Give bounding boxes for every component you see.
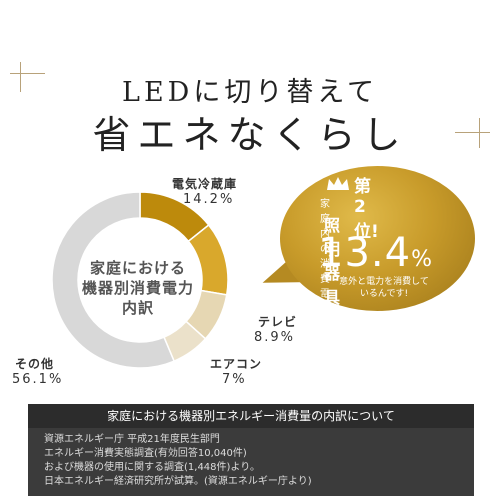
title-line-1: LEDに切り替えて <box>122 77 378 108</box>
source-line-1: 資源エネルギー庁 平成21年度民生部門 <box>44 434 220 445</box>
center-label-line-1: 家庭における <box>89 259 186 277</box>
badge-subtitle: 家庭内の消費電力 <box>320 199 330 315</box>
value-tv: 8.9% <box>254 330 296 345</box>
label-tv: テレビ <box>258 315 298 329</box>
badge-percent-unit: % <box>411 247 433 272</box>
frame-line-top-left-v <box>20 62 21 92</box>
frame-line-top-left <box>10 73 45 74</box>
source-line-2: エネルギー消費実態調査(有効回答10,040件) <box>44 448 247 459</box>
value-fridge: 14.2% <box>183 192 235 207</box>
source-panel: 家庭における機器別エネルギー消費量の内訳について 資源エネルギー庁 平成21年度… <box>28 404 474 496</box>
source-text: 資源エネルギー庁 平成21年度民生部門 エネルギー消費実態調査(有効回答10,0… <box>44 433 312 489</box>
badge-percent-value: 13.4 <box>318 230 412 276</box>
label-other: その他 <box>15 357 55 371</box>
source-line-4: 日本エネルギー経済研究所が試算。(資源エネルギー庁より) <box>44 476 312 487</box>
slice-other <box>51 191 176 369</box>
badge-note-line-2: いるんです! <box>359 289 409 299</box>
value-aircon: 7% <box>222 372 247 387</box>
crown-icon <box>327 177 349 190</box>
badge-rank: 第2位! <box>354 177 379 242</box>
label-fridge: 電気冷蔵庫 <box>172 177 238 191</box>
badge-circle <box>280 166 475 311</box>
frame-line-right-v <box>479 118 480 148</box>
title-line-2: 省エネなくらし <box>92 113 408 157</box>
badge-note: 意外と電力を消費して いるんです! <box>324 276 444 300</box>
source-line-3: および機器の使用に関する調査(1,448件)より。 <box>44 462 261 473</box>
center-label-line-3: 内訳 <box>121 299 154 317</box>
badge-note-line-1: 意外と電力を消費して <box>339 277 429 287</box>
center-label-line-2: 機器別消費電力 <box>81 279 194 297</box>
donut-center-label: 家庭における 機器別消費電力 内訳 <box>58 258 218 318</box>
frame-line-right <box>455 132 490 133</box>
value-other: 56.1% <box>12 372 64 387</box>
label-aircon: エアコン <box>210 357 263 371</box>
badge-percent: 13.4% <box>318 230 433 276</box>
source-heading: 家庭における機器別エネルギー消費量の内訳について <box>28 404 474 428</box>
badge-category: 照明器具 <box>324 216 343 307</box>
